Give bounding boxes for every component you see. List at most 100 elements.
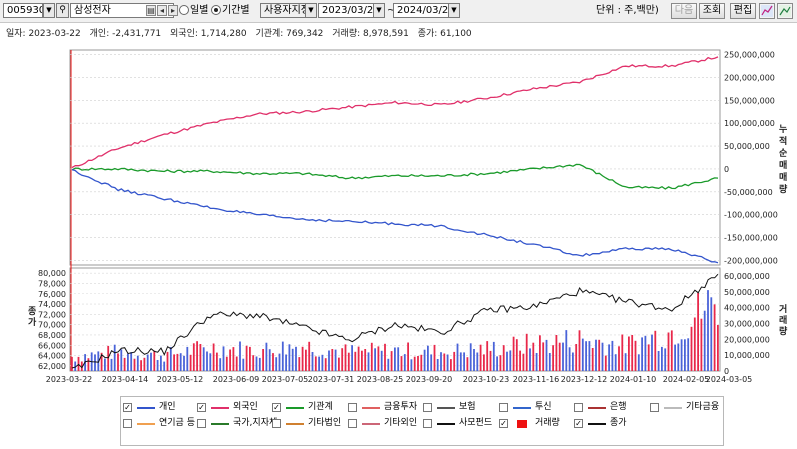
volume-tick-label: 10,000,000: [724, 351, 770, 360]
volume-bar: [347, 352, 350, 371]
legend-label: 개인: [159, 402, 176, 412]
legend-swatch: [211, 423, 229, 425]
volume-bar: [265, 342, 268, 371]
volume-bar: [341, 348, 344, 371]
legend-checkbox[interactable]: [123, 419, 132, 428]
legend-checkbox[interactable]: ✓: [574, 419, 583, 428]
legend-item[interactable]: 연기금 등: [123, 417, 197, 430]
volume-bar: [545, 339, 548, 371]
legend-item[interactable]: 기타금융: [650, 401, 724, 414]
series-line-close: [71, 273, 719, 369]
volume-bar: [634, 340, 637, 371]
volume-bar: [216, 352, 218, 371]
period-daily-radio[interactable]: [179, 5, 189, 15]
date-from-calendar[interactable]: ▼: [373, 3, 385, 18]
legend-checkbox[interactable]: [423, 403, 432, 412]
volume-bar: [235, 356, 238, 371]
date-separator: ~: [387, 5, 396, 16]
stock-code-dropdown[interactable]: ▼: [43, 3, 55, 18]
user-setting-dropdown[interactable]: ▼: [305, 3, 317, 18]
legend-checkbox[interactable]: ✓: [123, 403, 132, 412]
legend-checkbox[interactable]: [650, 403, 659, 412]
volume-bar: [212, 343, 215, 371]
legend-swatch: [437, 423, 455, 425]
legend-checkbox[interactable]: [197, 419, 206, 428]
volume-bar: [219, 358, 222, 371]
legend-item[interactable]: 사모펀드: [423, 417, 497, 430]
chart-view-icon[interactable]: [759, 3, 775, 19]
volume-bar: [338, 357, 340, 371]
legend-checkbox[interactable]: ✓: [272, 403, 281, 412]
volume-bar: [113, 344, 116, 371]
legend-checkbox[interactable]: [499, 403, 508, 412]
volume-bar: [687, 338, 690, 371]
legend-checkbox[interactable]: ✓: [197, 403, 206, 412]
legend-checkbox[interactable]: [423, 419, 432, 428]
date-to-calendar[interactable]: ▼: [448, 3, 460, 18]
info-foreign: 외국인: 1,714,280: [170, 29, 247, 39]
volume-bar: [209, 353, 212, 371]
top-tick-label: 0: [724, 165, 729, 174]
legend-item[interactable]: ✓ 개인: [123, 401, 197, 414]
volume-tick-label: 50,000,000: [724, 288, 770, 297]
volume-bar: [420, 354, 423, 371]
legend-item[interactable]: 기타법인: [272, 417, 346, 430]
price-axis-title-char: 가: [28, 316, 37, 328]
search-button[interactable]: ⚲: [56, 3, 69, 18]
chevron-down-icon: ▼: [46, 6, 52, 14]
legend-item[interactable]: ✓ 외국인: [197, 401, 271, 414]
legend-item[interactable]: 기타외인: [348, 417, 422, 430]
table-view-icon[interactable]: [777, 3, 793, 19]
legend-item[interactable]: 은행: [574, 401, 648, 414]
period-range-label: 기간별: [222, 5, 250, 16]
prev-icon[interactable]: ◂: [157, 5, 167, 16]
volume-bar: [417, 356, 419, 371]
volume-bar: [492, 341, 495, 371]
legend-item[interactable]: ✓ 거래량: [499, 417, 573, 430]
period-range-radio[interactable]: [211, 5, 221, 15]
legend-swatch: [286, 423, 304, 425]
volume-bar: [328, 350, 330, 371]
search-icon: ⚲: [59, 5, 66, 15]
volume-bar: [568, 347, 571, 371]
legend-checkbox[interactable]: [348, 403, 357, 412]
legend-checkbox[interactable]: [272, 419, 281, 428]
stock-code-input[interactable]: 005930: [3, 3, 43, 18]
volume-bar: [700, 318, 703, 371]
user-setting-select[interactable]: 사용자지정: [260, 3, 306, 18]
legend-label: 국가,지자체: [233, 418, 278, 428]
next-icon[interactable]: ▸: [168, 5, 178, 16]
legend-item[interactable]: 금융투자: [348, 401, 422, 414]
legend-item[interactable]: 국가,지자체: [197, 417, 277, 430]
volume-bar: [275, 357, 278, 371]
legend-item[interactable]: 투신: [499, 401, 573, 414]
legend-item[interactable]: 보험: [423, 401, 497, 414]
price-tick-label: 72,000: [38, 310, 66, 319]
volume-bar: [183, 355, 185, 371]
volume-bar: [377, 346, 380, 371]
legend-checkbox[interactable]: ✓: [499, 419, 508, 428]
volume-bar: [443, 353, 446, 371]
volume-bar: [621, 334, 624, 371]
price-tick-label: 76,000: [38, 290, 66, 299]
memo-icon[interactable]: ▤: [146, 5, 156, 16]
x-tick-label: 2024-01-10: [610, 375, 657, 384]
query-button[interactable]: 조회: [699, 3, 725, 19]
volume-bar: [166, 351, 169, 371]
volume-bar: [262, 349, 264, 371]
legend-label: 기관계: [308, 402, 333, 412]
volume-bar: [397, 347, 400, 371]
date-to-input[interactable]: 2024/03/22: [393, 3, 449, 18]
top-axis-title-char: 누: [779, 124, 788, 135]
volume-tick-label: 60,000,000: [724, 272, 770, 281]
volume-bar: [311, 352, 314, 371]
volume-bar: [324, 358, 327, 371]
next-button[interactable]: 다음: [671, 3, 697, 19]
volume-bar: [196, 341, 198, 371]
volume-bar: [525, 333, 528, 371]
legend-item[interactable]: ✓ 기관계: [272, 401, 346, 414]
edit-button[interactable]: 편집: [730, 3, 756, 19]
legend-item[interactable]: ✓ 종가: [574, 417, 648, 430]
legend-checkbox[interactable]: [574, 403, 583, 412]
legend-checkbox[interactable]: [348, 419, 357, 428]
